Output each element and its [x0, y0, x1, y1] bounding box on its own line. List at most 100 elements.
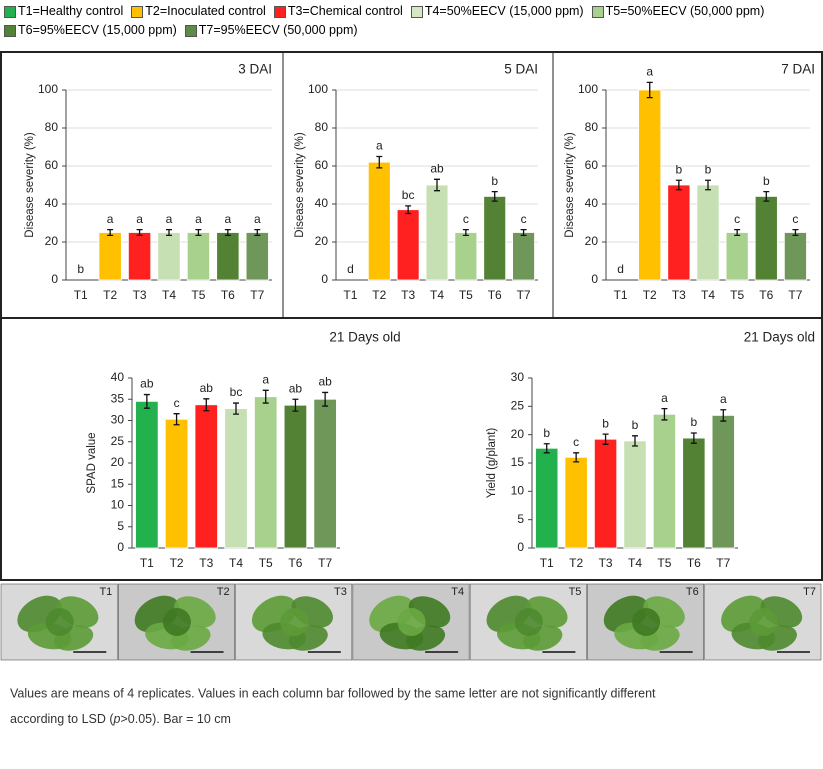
legend-swatch	[4, 5, 16, 18]
y-tick-label: 60	[45, 158, 59, 172]
bar	[367, 161, 391, 281]
significance-letter: b	[632, 418, 639, 432]
significance-letter: a	[136, 212, 143, 226]
significance-letter: a	[225, 212, 232, 226]
legend-label: T2=Inoculated control	[145, 4, 266, 18]
error-bar	[690, 432, 697, 444]
x-tick-label: T6	[221, 288, 235, 302]
caption-line: Values are means of 4 replicates. Values…	[10, 686, 656, 700]
caption-line: according to LSD (p>0.05). Bar = 10 cm	[10, 712, 231, 726]
legend-item: T3=Chemical control	[273, 2, 403, 21]
x-tick-label: T5	[657, 556, 671, 570]
x-tick-label: T2	[372, 288, 386, 302]
bar	[754, 195, 778, 281]
photo-label: T3	[334, 586, 347, 598]
y-tick-label: 80	[585, 120, 599, 134]
error-bar	[573, 452, 580, 463]
legend-swatch	[591, 5, 604, 18]
x-tick-label: T3	[133, 288, 147, 302]
y-tick-label: 20	[45, 234, 59, 248]
y-tick-label: 20	[111, 455, 125, 469]
x-tick-label: T2	[569, 556, 583, 570]
y-tick-label: 30	[511, 370, 525, 384]
leaf	[45, 608, 74, 636]
x-tick-label: T1	[614, 288, 628, 302]
legend-label: T4=50%EECV (15,000 ppm)	[424, 4, 584, 18]
legend-label: T7=95%EECV (50,000 ppm)	[198, 23, 358, 37]
photo-label: T2	[217, 586, 230, 598]
y-tick-label: 100	[578, 82, 598, 96]
significance-letter: d	[347, 262, 354, 276]
error-bar	[632, 435, 638, 447]
y-tick-label: 80	[45, 120, 59, 134]
significance-letter: b	[602, 416, 609, 430]
bar	[98, 232, 122, 281]
error-bar	[107, 229, 114, 236]
bar	[696, 184, 720, 281]
legend-item: T5=50%EECV (50,000 ppm)	[591, 2, 764, 21]
chart-title: 21 Days old	[744, 330, 815, 345]
legend-swatch	[131, 5, 144, 18]
y-tick-label: 0	[321, 272, 328, 286]
error-bar	[322, 391, 329, 407]
significance-letter: b	[705, 162, 712, 176]
x-tick-label: T7	[318, 556, 332, 570]
caption-part: p	[113, 712, 121, 726]
error-bar	[491, 191, 498, 202]
x-tick-label: T5	[459, 288, 473, 302]
chart-title: 21 Days old	[329, 330, 400, 345]
x-tick-label: T5	[191, 288, 205, 302]
bar	[483, 195, 507, 281]
error-bar	[262, 389, 269, 404]
x-tick-label: T1	[343, 288, 357, 302]
bar	[638, 89, 662, 281]
legend-item: T6=95%EECV (15,000 ppm)	[4, 21, 177, 40]
y-tick-label: 60	[315, 158, 329, 172]
error-bar	[143, 393, 150, 409]
error-bar	[543, 443, 550, 454]
leaf	[397, 608, 426, 636]
error-bar	[792, 229, 799, 236]
bar	[535, 447, 559, 549]
x-tick-label: T3	[672, 288, 686, 302]
legend-label: T6=95%EECV (15,000 ppm)	[18, 23, 177, 37]
y-tick-label: 40	[315, 196, 329, 210]
significance-letter: ab	[200, 381, 214, 395]
y-tick-label: 35	[111, 391, 125, 405]
error-bar	[602, 433, 609, 445]
leaf	[632, 608, 661, 636]
x-tick-label: T6	[288, 556, 302, 570]
y-tick-label: 20	[585, 234, 599, 248]
bar	[623, 440, 647, 549]
error-bar	[646, 81, 653, 99]
y-tick-label: 0	[517, 540, 524, 554]
bar	[512, 232, 535, 281]
y-tick-label: 40	[45, 196, 59, 210]
significance-letter: bc	[402, 188, 415, 202]
significance-letter: c	[734, 212, 740, 226]
legend-swatch	[4, 24, 16, 37]
leaf	[162, 608, 191, 636]
y-tick-label: 80	[315, 120, 329, 134]
bar	[682, 437, 706, 549]
bar	[194, 404, 218, 549]
x-tick-label: T7	[788, 288, 802, 302]
error-bar	[376, 155, 383, 169]
y-axis-label: Disease severity (%)	[24, 132, 36, 238]
y-tick-label: 40	[585, 196, 599, 210]
bar	[216, 232, 240, 281]
y-tick-label: 100	[38, 82, 58, 96]
bar	[135, 400, 159, 549]
legend-item: T2=Inoculated control	[131, 2, 266, 21]
y-axis-label: SPAD value	[86, 432, 98, 493]
bar	[127, 232, 152, 281]
photo-label: T5	[569, 586, 582, 598]
legend-label: T1=Healthy control	[18, 4, 124, 18]
bar	[425, 184, 449, 281]
error-bar	[195, 229, 202, 236]
significance-letter: c	[573, 435, 579, 449]
y-tick-label: 25	[111, 434, 125, 448]
legend-item: T7=95%EECV (50,000 ppm)	[184, 21, 358, 40]
x-tick-label: T7	[250, 288, 264, 302]
